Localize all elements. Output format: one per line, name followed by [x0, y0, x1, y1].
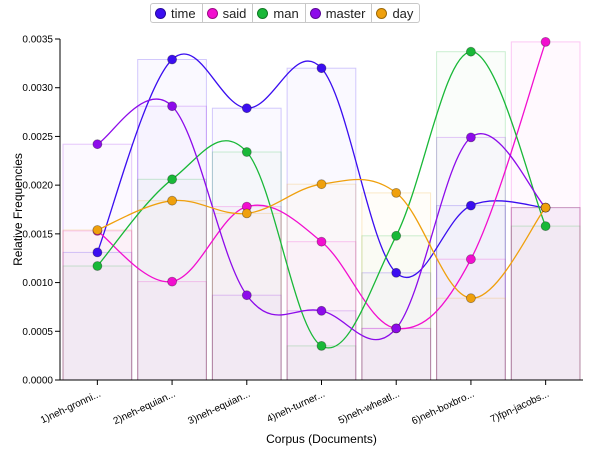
y-tick-label: 0.0020 [22, 181, 53, 192]
point-man-6 [465, 46, 476, 57]
x-tick-label: 1)neh-gronni... [39, 389, 103, 426]
point-man-7 [540, 221, 551, 232]
x-tick-label: 2)neh-equian... [112, 389, 178, 427]
legend-item-man[interactable]: man [253, 3, 306, 23]
legend-swatch-icon [257, 7, 269, 19]
point-day-4 [316, 179, 327, 190]
point-man-1 [92, 261, 103, 271]
point-day-6 [465, 293, 476, 304]
point-time-6 [465, 200, 476, 211]
x-tick-label: 6)neh-boxbro... [410, 389, 476, 428]
legend-label: time [171, 5, 196, 21]
point-master-3 [241, 290, 252, 301]
legend-label: master [325, 5, 366, 21]
bar-day-2 [137, 200, 207, 381]
x-tick-label: 3)neh-equian... [186, 389, 252, 427]
point-day-5 [391, 187, 402, 198]
y-tick-label: 0.0010 [22, 278, 53, 289]
legend-item-master[interactable]: master [305, 3, 373, 23]
point-man-2 [167, 174, 178, 185]
x-tick-label: 5)neh-wheatl... [337, 389, 402, 427]
point-said-4 [316, 236, 327, 247]
y-tick-label: 0.0005 [22, 327, 53, 338]
y-tick-label: 0.0000 [22, 376, 53, 387]
bar-day-7 [510, 207, 581, 381]
x-tick-label: 7)fpn-jacobs... [489, 389, 551, 426]
point-time-4 [316, 63, 327, 74]
legend-swatch-icon [155, 7, 166, 19]
legend-swatch-icon [309, 7, 321, 19]
legend-label: day [392, 5, 414, 21]
point-time-1 [92, 247, 103, 258]
point-master-1 [92, 139, 103, 150]
point-man-5 [391, 230, 402, 241]
point-said-2 [167, 276, 178, 287]
legend-swatch-icon [376, 7, 388, 19]
point-man-3 [241, 147, 252, 157]
legend-swatch-icon [206, 7, 218, 19]
point-master-4 [316, 305, 327, 316]
legend-label: said [222, 5, 247, 21]
x-axis-label: Corpus (Documents) [266, 432, 377, 446]
y-tick-label: 0.0035 [22, 35, 53, 46]
point-day-1 [92, 225, 103, 235]
point-time-3 [241, 103, 252, 114]
point-master-2 [167, 101, 178, 112]
legend-item-day[interactable]: day [372, 3, 421, 23]
point-time-5 [391, 267, 402, 278]
point-man-4 [316, 340, 327, 351]
x-tick-label: 4)neh-turner... [265, 389, 327, 426]
point-said-7 [540, 37, 551, 47]
point-master-5 [391, 323, 402, 334]
y-tick-label: 0.0025 [22, 132, 53, 143]
legend: time said man master day [150, 3, 421, 23]
point-master-6 [465, 132, 476, 143]
point-time-2 [167, 54, 178, 65]
legend-label: man [273, 5, 299, 21]
point-day-3 [241, 208, 252, 219]
y-tick-label: 0.0030 [22, 83, 53, 94]
y-tick-label: 0.0015 [22, 229, 53, 240]
y-axis-label: Relative Frequencies [11, 153, 25, 266]
bar-day-6 [436, 297, 506, 381]
series-points [92, 37, 551, 351]
point-day-2 [167, 195, 178, 206]
legend-item-said[interactable]: said [202, 3, 254, 23]
legend-item-time[interactable]: time [150, 3, 203, 23]
point-day-7 [540, 202, 551, 213]
point-said-6 [465, 254, 476, 265]
